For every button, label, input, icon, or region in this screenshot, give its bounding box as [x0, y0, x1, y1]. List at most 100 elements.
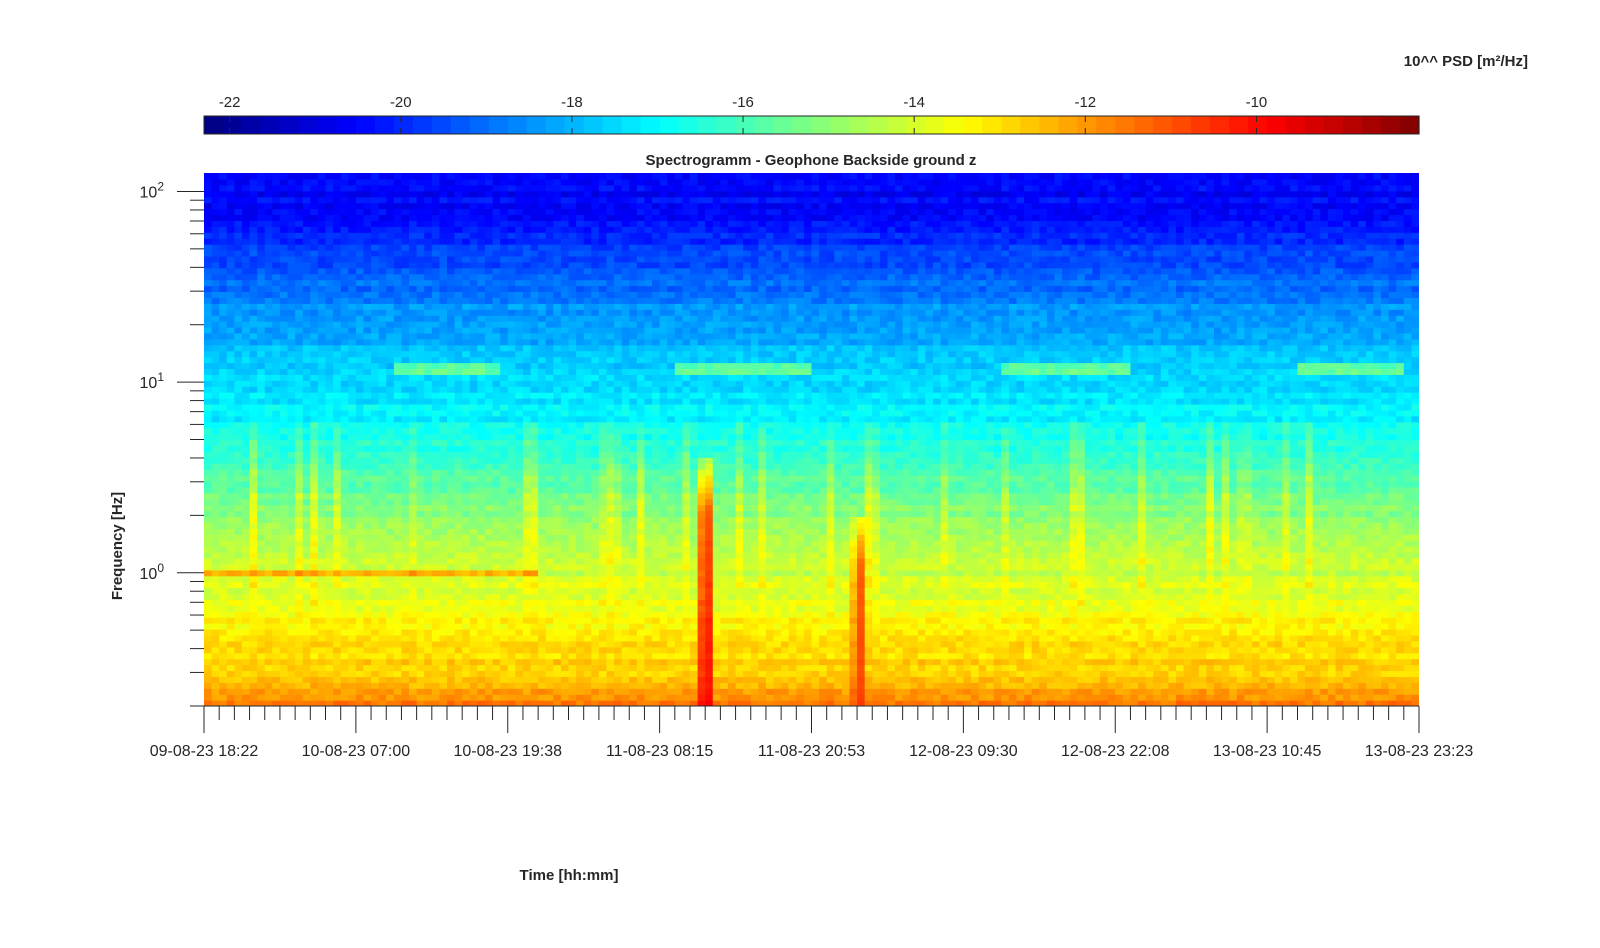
- heatmap-cell: [841, 652, 851, 660]
- heatmap-cell: [917, 664, 926, 672]
- heatmap-cell: [1062, 629, 1071, 636]
- heatmap-cell: [1350, 617, 1359, 624]
- heatmap-cell: [1282, 528, 1291, 535]
- heatmap-cell: [1122, 528, 1132, 535]
- heatmap-cell: [287, 682, 296, 689]
- heatmap-cell: [371, 534, 380, 541]
- heatmap-cell: [895, 617, 904, 624]
- heatmap-cell: [1024, 611, 1033, 618]
- heatmap-cell: [393, 682, 403, 689]
- heatmap-cell: [940, 522, 949, 529]
- heatmap-cell: [1289, 587, 1299, 595]
- heatmap-cell: [591, 652, 600, 660]
- heatmap-cell: [492, 634, 501, 642]
- heatmap-cell: [895, 629, 904, 636]
- heatmap-cell: [492, 617, 501, 624]
- heatmap-cell: [477, 640, 486, 648]
- heatmap-cell: [226, 634, 235, 642]
- heatmap-cell: [970, 611, 980, 618]
- heatmap-cell: [1388, 676, 1397, 683]
- heatmap-cell: [454, 534, 463, 541]
- heatmap-cell: [1054, 557, 1063, 565]
- heatmap-cell: [872, 646, 881, 654]
- heatmap-cell: [371, 634, 380, 642]
- heatmap-cell: [279, 569, 289, 577]
- heatmap-cell: [1115, 688, 1124, 695]
- heatmap-cell: [1305, 623, 1314, 630]
- heatmap-cell: [690, 581, 699, 589]
- heatmap-cell: [682, 546, 691, 553]
- heatmap-cell: [955, 563, 964, 571]
- heatmap-cell: [682, 581, 691, 589]
- heatmap-cell: [1236, 569, 1245, 577]
- heatmap-cell: [447, 575, 456, 583]
- heatmap-cell: [1198, 623, 1207, 630]
- heatmap-cell: [1259, 700, 1268, 706]
- heatmap-cell: [659, 575, 668, 583]
- heatmap-cell: [1350, 540, 1359, 547]
- heatmap-cell: [1297, 676, 1306, 683]
- heatmap-cell: [1138, 652, 1147, 660]
- heatmap-cell: [598, 646, 608, 654]
- heatmap-cell: [1024, 664, 1033, 672]
- heatmap-cell: [568, 652, 577, 660]
- heatmap-cell: [1320, 676, 1329, 683]
- heatmap-cell: [781, 522, 790, 529]
- heatmap-cell: [986, 563, 995, 571]
- heatmap-cell: [257, 634, 266, 642]
- heatmap-cell: [340, 593, 349, 600]
- heatmap-cell: [1274, 646, 1283, 654]
- heatmap-cell: [970, 640, 980, 648]
- heatmap-cell: [781, 676, 790, 683]
- heatmap-cell: [522, 522, 532, 529]
- heatmap-cell: [986, 540, 995, 547]
- heatmap-cell: [538, 611, 547, 618]
- heatmap-cell: [750, 546, 759, 553]
- heatmap-cell: [712, 700, 721, 706]
- heatmap-cell: [538, 534, 547, 541]
- heatmap-cell: [401, 611, 410, 618]
- heatmap-cell: [568, 581, 577, 589]
- heatmap-cell: [462, 688, 471, 695]
- heatmap-cell: [295, 629, 304, 636]
- heatmap-cell: [1008, 557, 1018, 565]
- heatmap-cell: [1312, 569, 1321, 577]
- heatmap-cell: [424, 552, 433, 559]
- heatmap-cell: [750, 664, 759, 672]
- heatmap-cell: [834, 611, 843, 618]
- heatmap-cell: [515, 623, 524, 630]
- heatmap-cell: [1244, 634, 1253, 642]
- heatmap-cell: [1229, 552, 1238, 559]
- heatmap-cell: [1244, 569, 1253, 577]
- heatmap-cell: [1046, 546, 1056, 553]
- heatmap-cell: [811, 658, 820, 666]
- heatmap-cell: [1411, 640, 1419, 648]
- heatmap-cell: [948, 640, 957, 648]
- heatmap-cell: [796, 540, 805, 547]
- heatmap-cell: [636, 540, 646, 547]
- heatmap-cell: [1312, 688, 1321, 695]
- heatmap-cell: [1168, 563, 1177, 571]
- heatmap-cell: [978, 623, 987, 630]
- heatmap-cell: [310, 629, 319, 636]
- heatmap-cell: [1267, 605, 1276, 612]
- heatmap-cell: [1039, 587, 1048, 595]
- heatmap-cell: [712, 569, 721, 577]
- heatmap-cell: [1198, 528, 1207, 535]
- heatmap-cell: [1138, 587, 1147, 595]
- heatmap-cell: [1282, 682, 1291, 689]
- heatmap-cell: [803, 605, 813, 612]
- heatmap-cell: [530, 682, 539, 689]
- heatmap-cell: [826, 575, 835, 583]
- heatmap-cell: [978, 522, 987, 529]
- heatmap-cell: [1305, 617, 1314, 624]
- heatmap-cell: [310, 575, 319, 583]
- heatmap-cell: [1244, 670, 1253, 677]
- heatmap-cell: [1358, 575, 1367, 583]
- heatmap-cell: [917, 670, 926, 677]
- heatmap-cell: [705, 670, 714, 677]
- heatmap-cell: [484, 605, 494, 612]
- heatmap-cell: [1168, 593, 1177, 600]
- heatmap-cell: [241, 563, 251, 571]
- heatmap-cell: [1077, 581, 1086, 589]
